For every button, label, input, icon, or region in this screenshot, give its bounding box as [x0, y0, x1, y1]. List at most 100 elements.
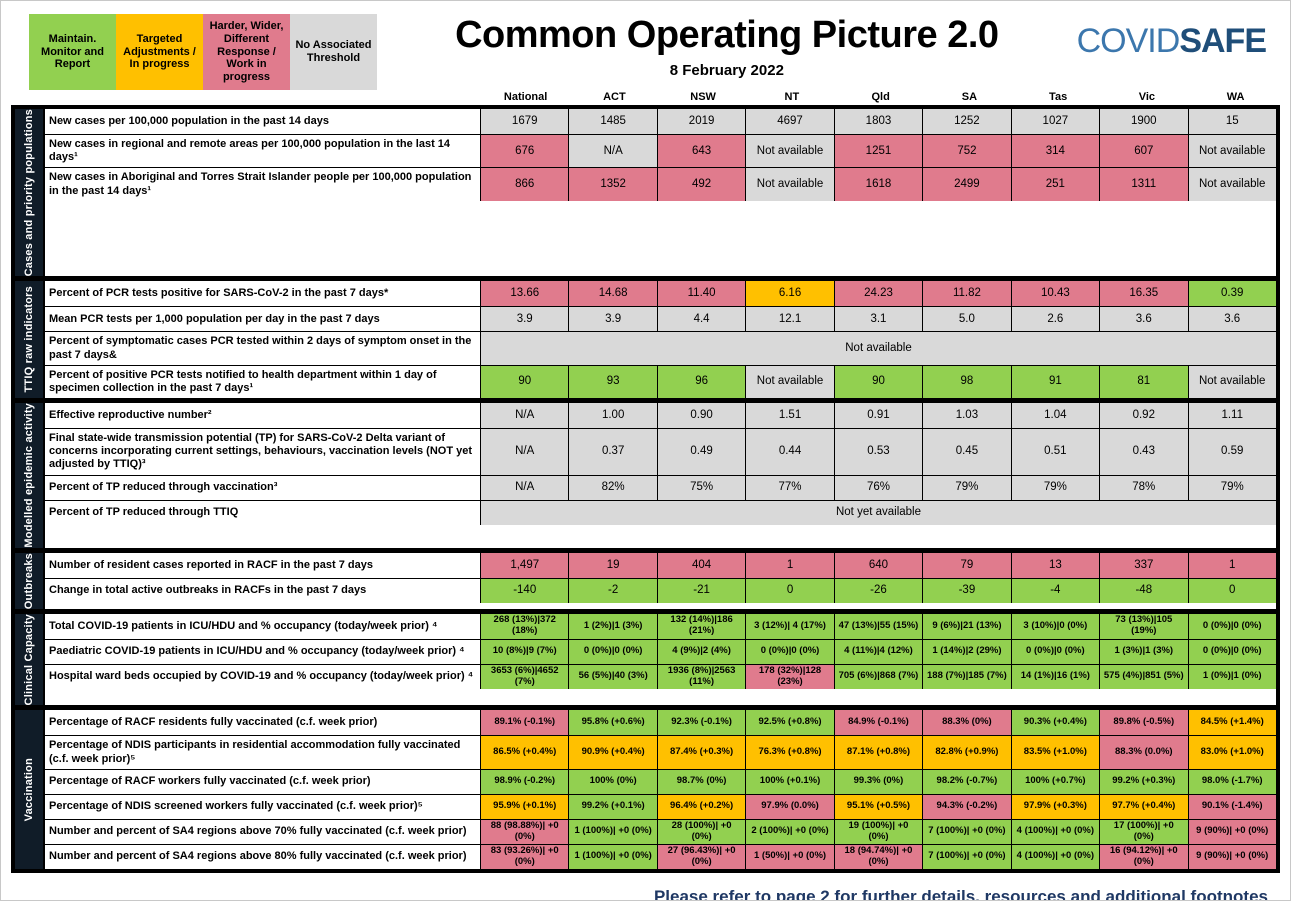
- value-cell-tas: 13: [1010, 552, 1100, 578]
- page-header: Maintain. Monitor and Report Targeted Adj…: [1, 1, 1290, 90]
- value-cell-act: 82%: [568, 475, 657, 500]
- row-label: Number and percent of SA4 regions above …: [45, 844, 480, 869]
- section-vaccination: Vaccination Percentage of RACF residents …: [15, 705, 1276, 869]
- value-cell-wa: 0.39: [1187, 281, 1276, 307]
- value-cell-wa: 90.1% (-1.4%): [1187, 794, 1276, 819]
- value-cell-act: 1485: [568, 109, 657, 134]
- row-label: Mean PCR tests per 1,000 population per …: [45, 307, 480, 332]
- value-cell-tas: -4: [1010, 578, 1100, 603]
- value-cell-vic: 88.3% (0.0%): [1099, 736, 1188, 769]
- value-cell-nsw: 96: [656, 365, 746, 399]
- page-footer: Please refer to page 2 for further detai…: [1, 873, 1290, 901]
- value-cell-nt: 6.16: [745, 281, 834, 307]
- column-header-act: ACT: [603, 91, 626, 103]
- value-cell-nt: Not available: [745, 135, 834, 168]
- value-cell-act: 19: [568, 552, 657, 578]
- value-cell-vic: 89.8% (-0.5%): [1099, 710, 1188, 736]
- table-row: Total COVID-19 patients in ICU/HDU and %…: [45, 613, 1276, 639]
- value-cell-act: 1352: [568, 168, 657, 201]
- value-cell-tas: 314: [1010, 135, 1100, 168]
- value-cell-tas: 4 (100%)| +0 (0%): [1010, 819, 1100, 844]
- table-row: Percentage of RACF residents fully vacci…: [45, 710, 1276, 736]
- value-cell-nt: 0 (0%)|0 (0%): [745, 639, 834, 664]
- value-cell-nsw: -21: [656, 578, 746, 603]
- value-cell-tas: 90.3% (+0.4%): [1010, 710, 1100, 736]
- section-ttiq-raw-indicators: TTIQ raw indicators Percent of PCR tests …: [15, 276, 1276, 399]
- value-cell-tas: 3 (10%)|0 (0%): [1010, 613, 1100, 639]
- page-title: Common Operating Picture 2.0: [455, 14, 999, 56]
- table-row: Percent of PCR tests positive for SARS-C…: [45, 281, 1276, 307]
- value-cell-vic: 16.35: [1099, 281, 1188, 307]
- value-cell-wa: 15: [1187, 109, 1276, 134]
- value-cell-nsw: 1936 (8%)|2563 (11%): [656, 664, 746, 689]
- value-cell-act: 100% (0%): [568, 769, 657, 794]
- value-cell-nt: 4697: [745, 109, 834, 134]
- table-row: Percent of TP reduced through vaccinatio…: [45, 474, 1276, 500]
- row-label: Percent of TP reduced through TTIQ: [45, 500, 480, 525]
- value-cell-sa: 0.45: [922, 429, 1011, 475]
- value-cell-sa: 1252: [922, 109, 1011, 134]
- value-cell-qld: 99.3% (0%): [833, 769, 923, 794]
- value-cell-nsw: 404: [656, 552, 746, 578]
- value-cell-vic: 97.7% (+0.4%): [1099, 794, 1188, 819]
- value-cell-wa: 83.0% (+1.0%): [1187, 736, 1276, 769]
- value-cell-nt: 0.44: [745, 429, 834, 475]
- value-cell-nt: Not available: [745, 168, 834, 201]
- value-cell-wa: 0: [1187, 578, 1276, 603]
- row-label: Hospital ward beds occupied by COVID-19 …: [45, 664, 480, 689]
- row-label: Percentage of RACF workers fully vaccina…: [45, 769, 480, 794]
- value-cell-act: 90.9% (+0.4%): [568, 736, 657, 769]
- value-cell-nsw: 98.7% (0%): [656, 769, 746, 794]
- value-cell-vic: 0.43: [1099, 429, 1188, 475]
- value-cell-qld: 0.53: [833, 429, 923, 475]
- value-cell-national: 13.66: [480, 281, 569, 307]
- value-cell-act: N/A: [568, 135, 657, 168]
- column-header-sa: SA: [961, 91, 978, 103]
- value-cell-vic: 0.92: [1099, 403, 1188, 429]
- value-cell-sa: 9 (6%)|21 (13%): [922, 613, 1011, 639]
- value-cell-national: 1679: [480, 109, 569, 134]
- value-cell-nsw: 0.90: [656, 403, 746, 429]
- value-cell-act: 1 (100%)| +0 (0%): [568, 844, 657, 869]
- row-label: Percentage of RACF residents fully vacci…: [45, 710, 480, 736]
- value-cell-sa: 11.82: [922, 281, 1011, 307]
- value-cell-vic: 607: [1099, 135, 1188, 168]
- value-cell-vic: 3.6: [1099, 307, 1188, 332]
- value-cell-nsw: 643: [656, 135, 746, 168]
- value-cell-wa: 79%: [1187, 475, 1276, 500]
- value-cell-tas: 1027: [1010, 109, 1100, 134]
- value-cell-vic: 337: [1099, 552, 1188, 578]
- value-cell-wa: 1.11: [1187, 403, 1276, 429]
- column-header-row: National ACT NSW NT Qld SA Tas Vic WA: [1, 91, 1290, 103]
- value-cell-national: 88 (98.88%)| +0 (0%): [480, 819, 569, 844]
- table-row: Hospital ward beds occupied by COVID-19 …: [45, 663, 1276, 689]
- value-cell-national: 98.9% (-0.2%): [480, 769, 569, 794]
- page2-note: Please refer to page 2 for further detai…: [653, 886, 1268, 901]
- value-cell-sa: 188 (7%)|185 (7%): [922, 664, 1011, 689]
- row-label: Effective reproductive number²: [45, 403, 480, 429]
- value-cell-act: 1 (100%)| +0 (0%): [568, 819, 657, 844]
- legend-box-4: No Associated Threshold: [290, 14, 377, 90]
- value-cell-wa: 0.59: [1187, 429, 1276, 475]
- value-cell-nt: 1.51: [745, 403, 834, 429]
- table-row: Number of resident cases reported in RAC…: [45, 552, 1276, 578]
- row-label: Percent of positive PCR tests notified t…: [45, 365, 480, 399]
- table-row: Final state-wide transmission potential …: [45, 428, 1276, 475]
- section-label: Vaccination: [15, 710, 45, 869]
- value-cell-vic: 575 (4%)|851 (5%): [1099, 664, 1188, 689]
- value-cell-tas: 79%: [1010, 475, 1100, 500]
- value-cell-tas: 97.9% (+0.3%): [1010, 794, 1100, 819]
- table-row: Effective reproductive number² N/A 1.00 0.9…: [45, 403, 1276, 429]
- column-header-spacer: [11, 91, 481, 103]
- value-cell-nsw: 75%: [656, 475, 746, 500]
- value-cell-qld: 640: [833, 552, 923, 578]
- table-row: Percentage of NDIS participants in resid…: [45, 735, 1276, 769]
- value-cell-tas: 100% (+0.7%): [1010, 769, 1100, 794]
- row-label: New cases per 100,000 population in the …: [45, 109, 480, 134]
- row-label: Percentage of NDIS screened workers full…: [45, 794, 480, 819]
- value-cell-national: 1,497: [480, 552, 569, 578]
- value-cell-act: 1.00: [568, 403, 657, 429]
- value-cell-nsw: 4 (9%)|2 (4%): [656, 639, 746, 664]
- value-cell-sa: 79: [922, 552, 1011, 578]
